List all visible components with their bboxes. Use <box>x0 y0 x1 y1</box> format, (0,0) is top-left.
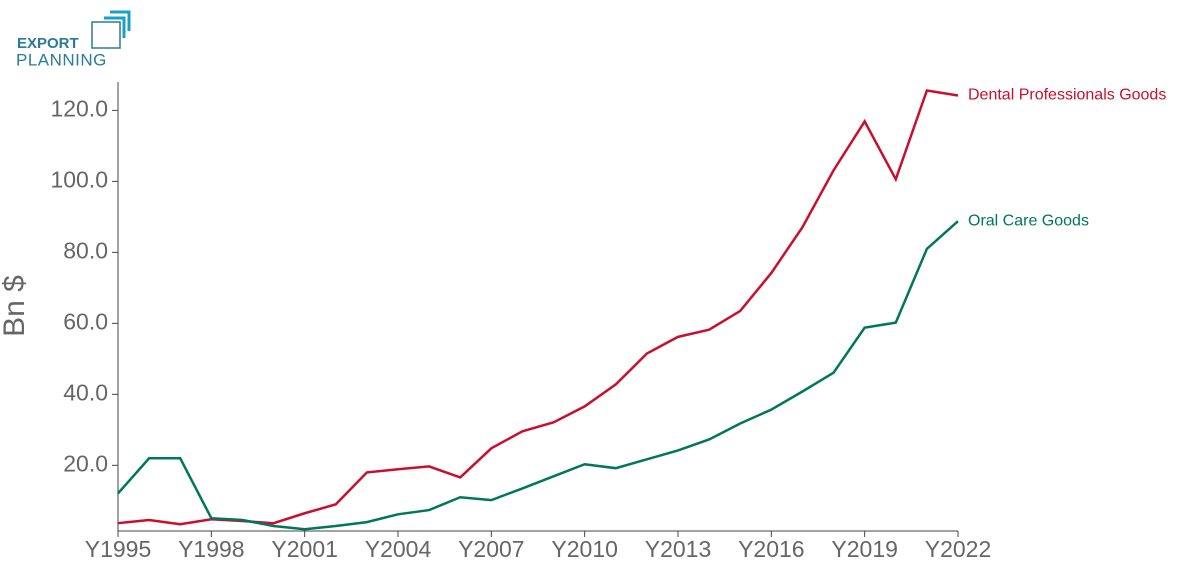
x-tick-label: Y1998 <box>178 536 245 562</box>
series-label: Dental Professionals Goods <box>968 87 1166 104</box>
x-tick-label: Y2013 <box>645 536 712 562</box>
logo-line2: PLANNING <box>16 50 107 69</box>
y-tick-label: 100.0 <box>50 166 108 192</box>
x-tick-label: Y2016 <box>738 536 805 562</box>
series-label: Oral Care Goods <box>968 212 1089 229</box>
series-line <box>117 89 959 526</box>
y-tick-label: 20.0 <box>63 450 108 476</box>
y-tick-label: 80.0 <box>63 237 108 263</box>
logo-box <box>91 21 121 49</box>
x-tick-label: Y2001 <box>271 536 338 562</box>
x-tick-label: Y1995 <box>85 536 152 562</box>
y-tick-label: 60.0 <box>63 308 108 334</box>
x-tick-label: Y2010 <box>551 536 618 562</box>
x-tick-label: Y2022 <box>925 536 992 562</box>
x-tick-label: Y2007 <box>458 536 525 562</box>
x-tick-label: Y2004 <box>365 536 432 562</box>
y-tick-label: 120.0 <box>50 95 108 121</box>
y-tick-label: 40.0 <box>63 379 108 405</box>
y-axis-label: Bn $ <box>0 275 31 337</box>
logo-line1: EXPORT <box>17 35 79 52</box>
x-tick-label: Y2019 <box>831 536 898 562</box>
logo-arrows <box>104 10 131 38</box>
logo: EXPORT PLANNING <box>16 10 131 69</box>
series-line <box>117 220 959 531</box>
